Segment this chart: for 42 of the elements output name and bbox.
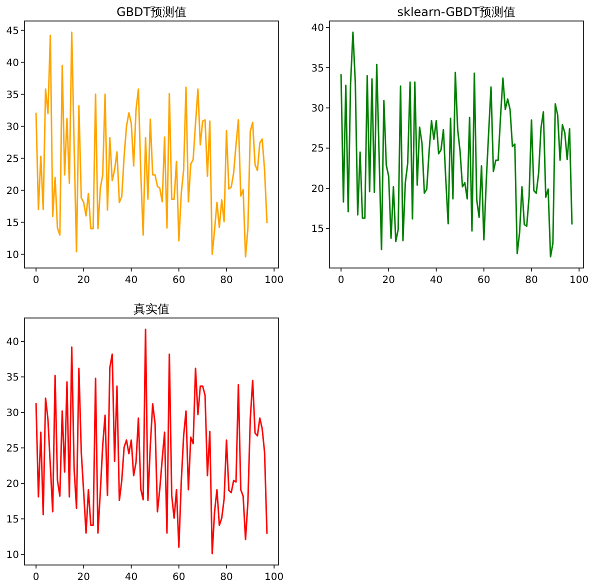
y-tick-label: 40 xyxy=(6,58,19,69)
chart-title: GBDT预测值 xyxy=(116,5,187,19)
chart-title: sklearn-GBDT预测值 xyxy=(397,5,516,19)
x-tick-label: 0 xyxy=(338,275,344,286)
y-tick-label: 20 xyxy=(311,184,324,195)
y-tick-label: 25 xyxy=(6,443,19,454)
x-tick-label: 80 xyxy=(220,572,233,583)
y-tick-label: 25 xyxy=(311,144,324,155)
x-tick-label: 80 xyxy=(220,275,233,286)
x-tick-label: 100 xyxy=(264,572,284,583)
x-tick-label: 40 xyxy=(124,572,138,583)
x-tick-label: 60 xyxy=(172,572,186,583)
y-tick-label: 35 xyxy=(6,372,19,384)
y-tick-label: 40 xyxy=(311,23,324,34)
y-tick-label: 45 xyxy=(6,26,19,37)
y-tick-label: 30 xyxy=(6,408,19,419)
chart-title: 真实值 xyxy=(134,302,170,316)
x-tick-label: 100 xyxy=(264,275,284,286)
y-tick-label: 10 xyxy=(6,550,19,561)
y-tick-label: 15 xyxy=(311,224,324,236)
y-tick-label: 10 xyxy=(6,250,19,261)
y-tick-label: 20 xyxy=(6,186,19,197)
y-tick-label: 30 xyxy=(311,103,324,114)
y-tick-label: 35 xyxy=(6,90,19,101)
y-tick-label: 15 xyxy=(6,218,19,229)
x-tick-label: 40 xyxy=(124,275,138,286)
x-tick-label: 0 xyxy=(32,572,40,583)
x-tick-label: 80 xyxy=(525,275,538,286)
x-tick-label: 20 xyxy=(77,572,90,583)
x-tick-label: 60 xyxy=(172,275,186,286)
y-tick-label: 40 xyxy=(6,337,19,348)
y-tick-label: 15 xyxy=(6,514,19,526)
x-tick-label: 40 xyxy=(430,275,443,286)
x-tick-label: 100 xyxy=(570,275,589,286)
x-tick-label: 0 xyxy=(32,275,40,286)
x-tick-label: 20 xyxy=(382,275,396,286)
y-tick-label: 30 xyxy=(6,122,19,133)
y-tick-label: 20 xyxy=(6,478,19,490)
x-tick-label: 20 xyxy=(77,275,90,286)
x-tick-label: 60 xyxy=(478,275,490,286)
y-tick-label: 35 xyxy=(311,63,324,74)
y-tick-label: 25 xyxy=(6,154,19,165)
